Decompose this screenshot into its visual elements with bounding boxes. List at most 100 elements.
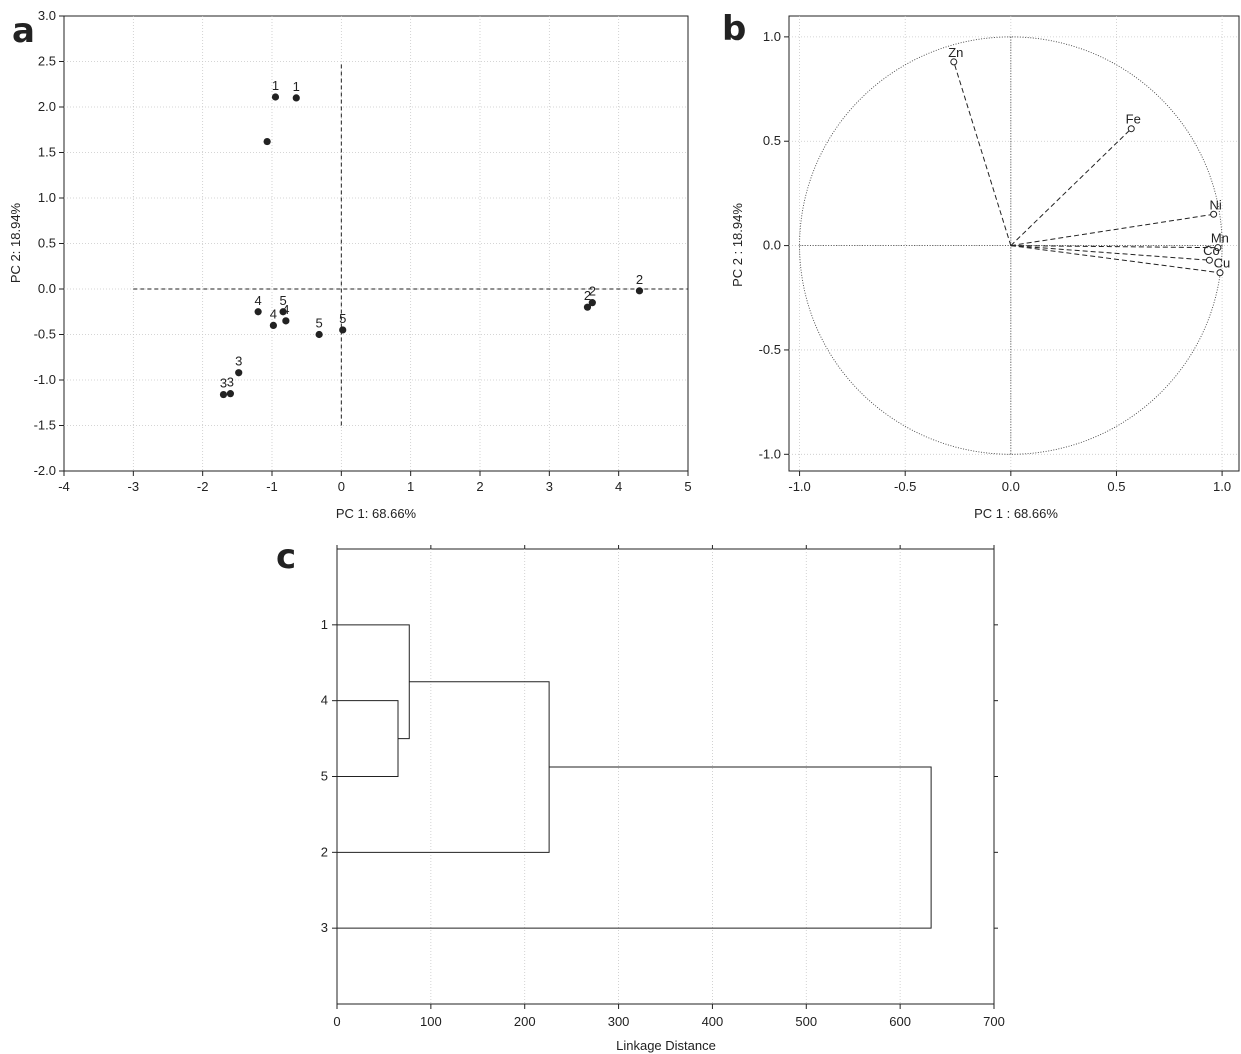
y-tick-label: -2.0 [34, 463, 56, 478]
y-tick-label: 0.5 [38, 236, 56, 251]
loading-point [1205, 256, 1213, 264]
variable-label: Cu [1214, 256, 1231, 271]
point-label: 5 [316, 316, 323, 331]
loading-vector-ni [1010, 213, 1214, 247]
x-ticks: 0 100 200 300 400 500 600 700 [333, 545, 1005, 1029]
x-tick-label: -1 [266, 479, 278, 494]
x-tick-label: 400 [702, 1014, 724, 1029]
loading-point [1210, 210, 1218, 218]
x-tick-label: -2 [197, 479, 209, 494]
plot-frame [336, 548, 995, 1005]
point-label: 4 [282, 302, 289, 317]
dendrogram-branches [337, 624, 932, 929]
data-point [219, 390, 228, 399]
variable-label: Fe [1126, 112, 1141, 127]
y-ticks: 3.0 2.5 2.0 1.5 1.0 0.5 0.0 -0.5 -1.0 -1.5 -2.0 [34, 8, 64, 478]
x-tick-label: 300 [608, 1014, 630, 1029]
y-tick-label: -0.5 [34, 327, 56, 342]
x-tick-label: 1.0 [1213, 479, 1231, 494]
y-tick-label: -0.5 [759, 342, 781, 357]
x-tick-label: 1 [407, 479, 414, 494]
y-ticks: 1.0 0.5 0.0 -0.5 -1.0 [759, 29, 789, 461]
data-point [588, 299, 596, 307]
data-point [271, 93, 280, 101]
x-tick-label: -1.0 [788, 479, 810, 494]
data-point [339, 326, 347, 334]
x-ticks: -4 -3 -2 -1 0 1 2 3 4 5 [58, 471, 692, 494]
y-tick-label: 0.0 [763, 238, 781, 253]
x-tick-label: 4 [615, 479, 622, 494]
loading-vector-co [1010, 245, 1210, 261]
data-point [282, 317, 290, 325]
loading-vector-mn [1010, 245, 1218, 249]
variable-label: Mn [1211, 231, 1229, 246]
loading-vector-zn [953, 61, 1012, 246]
point-label: 2 [589, 284, 596, 299]
y-tick-label: -1.0 [759, 446, 781, 461]
data-point [279, 308, 287, 316]
y-tick-label: 2.5 [38, 54, 56, 69]
leaf-label: 2 [321, 844, 328, 859]
dendrogram: 0 100 200 300 400 500 600 700 1 4 5 2 3 Linkage Dis… [321, 545, 1005, 1053]
reference-lines [133, 61, 688, 426]
y-tick-label: -1.5 [34, 418, 56, 433]
dendrogram-link [337, 681, 550, 853]
y-tick-label: 1.5 [38, 145, 56, 160]
x-axis-label: PC 1 : 68.66% [974, 506, 1058, 521]
leaf-label: 5 [321, 769, 328, 784]
data-point [263, 137, 271, 146]
panel-label-c: c [276, 537, 296, 577]
variable-label: Ni [1210, 197, 1222, 212]
pca-loading-plot: -1.0 -0.5 0.0 0.5 1.0 1.0 0.5 0.0 -0.5 -1.0 Zn Fe… [730, 15, 1240, 521]
y-axis-label: PC 2: 18.94% [8, 202, 23, 283]
x-tick-label: 200 [514, 1014, 536, 1029]
point-label: 3 [235, 354, 242, 369]
y-tick-label: -1.0 [34, 372, 56, 387]
x-tick-label: 0.0 [1002, 479, 1020, 494]
point-label: 2 [636, 272, 643, 287]
variable-label: Co [1203, 243, 1220, 258]
point-label: 4 [270, 306, 277, 321]
x-tick-label: -0.5 [894, 479, 916, 494]
data-point [583, 303, 592, 311]
grid-lines [430, 549, 901, 1004]
variable-label: Zn [948, 45, 963, 60]
y-tick-label: 0.0 [38, 281, 56, 296]
x-tick-label: 600 [889, 1014, 911, 1029]
x-tick-label: 100 [420, 1014, 442, 1029]
x-axis-label: Linkage Distance [616, 1038, 716, 1053]
panel-label-a: a [12, 11, 35, 51]
y-tick-label: 3.0 [38, 8, 56, 23]
x-ticks: -1.0 -0.5 0.0 0.5 1.0 [788, 471, 1231, 494]
x-axis-label: PC 1: 68.66% [336, 506, 417, 521]
data-point [254, 308, 262, 316]
data-point [269, 321, 277, 329]
x-tick-label: 700 [983, 1014, 1005, 1029]
x-tick-label: 5 [684, 479, 691, 494]
loading-point [1214, 244, 1222, 252]
x-tick-label: -4 [58, 479, 70, 494]
point-label: 3 [220, 376, 227, 391]
point-label: 3 [227, 375, 234, 390]
x-tick-label: 0.5 [1107, 479, 1125, 494]
point-label: 1 [293, 79, 300, 94]
leaf-label: 3 [321, 920, 328, 935]
point-label: 5 [279, 293, 286, 308]
y-tick-label: 1.0 [38, 190, 56, 205]
plot-frame [788, 15, 1240, 472]
leaf-label: 1 [321, 617, 328, 632]
loading-point [1216, 269, 1224, 277]
data-point [235, 369, 243, 377]
grid-lines [789, 16, 1239, 471]
dendrogram-link [337, 700, 399, 777]
loading-vector-fe [1010, 128, 1132, 246]
loading-point [950, 58, 958, 66]
x-tick-label: -3 [128, 479, 140, 494]
x-tick-label: 0 [338, 479, 345, 494]
y-tick-label: 2.0 [38, 99, 56, 114]
y-tick-label: 1.0 [763, 29, 781, 44]
x-tick-label: 0 [333, 1014, 340, 1029]
